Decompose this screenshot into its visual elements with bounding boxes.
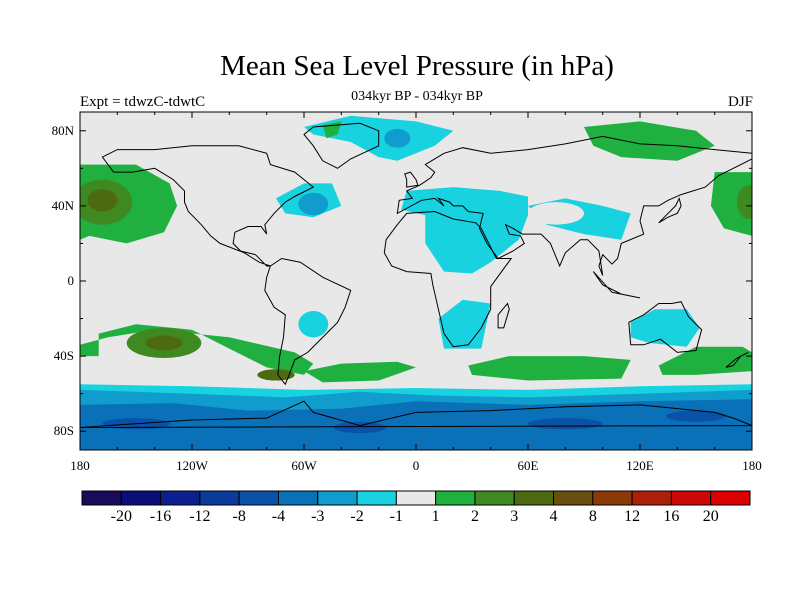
north-pacific-center [87, 188, 118, 212]
siberia-anomaly [584, 121, 715, 161]
colorbar-label: -20 [110, 508, 132, 525]
lon-label-120E: 120E [626, 458, 654, 473]
coastline-indonesia [592, 271, 641, 299]
lon-label-0: 0 [412, 458, 420, 473]
coastline-south-america [264, 257, 352, 386]
lon-label-60E: 60E [517, 458, 539, 473]
coastline-madagascar [497, 302, 510, 329]
southern-ocean-patch-4 [666, 410, 726, 422]
lon-label-60W: 60W [291, 458, 317, 473]
south-pacific-anomaly [80, 324, 314, 375]
west-pacific-core [737, 185, 752, 220]
southern-africa-anomaly [438, 299, 491, 349]
colorbar-label: 3 [510, 508, 519, 525]
colorbar-label: 4 [549, 508, 558, 525]
coastlines [80, 122, 752, 428]
season-label: DJF [727, 94, 753, 110]
colorbar-label: -12 [189, 508, 211, 525]
map-title: Mean Sea Level Pressure (in hPa) [220, 50, 614, 82]
southern-ocean-patch-3 [528, 418, 603, 430]
colorbar-label: -3 [311, 508, 325, 525]
coastline-uk [404, 171, 419, 188]
contour-fills [80, 112, 752, 450]
southern-ocean-patch-2 [333, 421, 387, 434]
lat-label-80N: 80N [51, 122, 74, 138]
arctic-core [384, 128, 411, 148]
coastline-new-zealand [725, 351, 749, 368]
lon-label-180: 180 [742, 458, 762, 473]
lat-label-0: 0 [67, 273, 75, 288]
colorbar-label: 8 [588, 508, 597, 525]
colorbar-label: -8 [232, 508, 246, 525]
lat-label-80S: 80S [53, 423, 74, 439]
south-america-anomaly [298, 311, 329, 338]
lat-label-40N: 40N [51, 197, 74, 213]
colorbar-label: 1 [431, 508, 440, 525]
south-atlantic-anomaly [304, 361, 416, 383]
south-pacific-center [145, 335, 183, 351]
coastline-antarctica [80, 400, 752, 428]
south-america-tip-core [257, 369, 295, 381]
lon-label-120W: 120W [176, 458, 208, 473]
coastline-japan [658, 196, 682, 224]
coastline-africa [383, 210, 513, 348]
colorbar-label: 2 [470, 508, 479, 525]
africa-middle-east-anomaly [401, 187, 528, 274]
colorbar-label: 12 [624, 508, 641, 525]
asia-gap [528, 202, 584, 225]
axis-ticks [79, 112, 753, 450]
lat-label-40S: 40S [53, 348, 74, 364]
coastline-north-america [101, 145, 315, 267]
colorbar-label: 16 [663, 508, 680, 525]
south-tasman-anomaly [658, 346, 752, 375]
west-pacific-anomaly [710, 172, 752, 236]
period-label: 034kyr BP - 034kyr BP [351, 89, 483, 104]
colorbar-label: 20 [702, 508, 719, 525]
colorbar-label: -4 [271, 508, 286, 525]
colorbar-label: -1 [389, 508, 403, 525]
australia-anomaly [630, 309, 700, 347]
lon-label-180: 180 [70, 458, 90, 473]
experiment-label: Expt = tdwzC-tdwtC [80, 94, 206, 110]
coastline-australia [628, 301, 703, 353]
colorbar-label: -16 [149, 508, 172, 525]
north-atlantic-core [298, 192, 329, 216]
coastline-eurasia [396, 135, 752, 276]
south-indian-anomaly [468, 356, 631, 381]
southern-ocean-band-3 [80, 399, 752, 450]
colorbar-label: -2 [350, 508, 364, 525]
coastline-greenland [303, 122, 380, 169]
